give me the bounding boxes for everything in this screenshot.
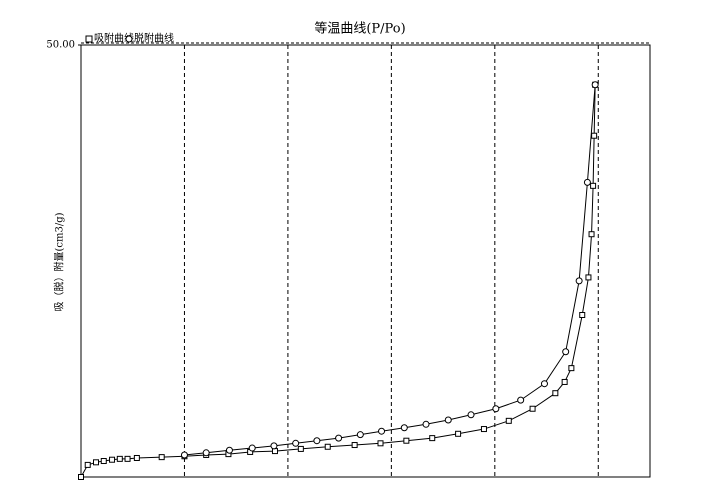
data-point [297, 445, 304, 452]
legend-marker [125, 35, 133, 43]
data-point [403, 437, 410, 444]
data-point [100, 458, 107, 465]
data-point [480, 426, 487, 433]
data-point [467, 411, 475, 419]
data-point [225, 446, 233, 454]
data-point [540, 380, 548, 388]
data-point [579, 312, 586, 318]
data-point [109, 456, 116, 463]
data-point [552, 390, 559, 397]
data-point [400, 424, 408, 432]
data-point [561, 378, 568, 385]
data-point [591, 81, 599, 89]
data-point [562, 348, 570, 356]
data-point [324, 443, 331, 450]
series-line [184, 84, 596, 456]
data-point [133, 454, 140, 461]
data-point [529, 405, 536, 412]
y-axis-label: 吸（脱）附量(cm3/g) [53, 212, 66, 311]
legend-label: 吸附曲线 [94, 32, 134, 45]
data-point [93, 459, 100, 466]
data-point [248, 444, 256, 452]
data-point [270, 442, 278, 450]
data-point [517, 396, 525, 404]
y-tick-label: 50.00 [46, 40, 75, 51]
data-point [378, 427, 386, 435]
data-point [505, 417, 512, 424]
data-point [351, 442, 358, 449]
series-line [80, 84, 596, 478]
data-point [585, 274, 592, 281]
data-point [202, 449, 210, 457]
data-point [124, 455, 131, 462]
legend-marker [85, 35, 93, 43]
data-point [422, 420, 430, 428]
data-point [313, 437, 321, 445]
data-point [591, 132, 598, 139]
data-point [492, 405, 500, 413]
data-point [356, 431, 364, 439]
plot-frame [80, 44, 651, 478]
data-point [116, 455, 123, 462]
data-point [429, 435, 436, 442]
data-point [78, 474, 84, 480]
data-point [568, 365, 575, 372]
data-point [84, 461, 91, 468]
data-point [158, 454, 165, 461]
legend-label: 脱附曲线 [134, 32, 174, 45]
data-point [455, 430, 462, 437]
data-point [271, 448, 278, 455]
data-point [575, 277, 583, 285]
data-point [583, 178, 591, 186]
data-point [292, 439, 300, 447]
data-point [588, 231, 595, 238]
data-point [444, 416, 452, 424]
data-point [335, 434, 343, 442]
data-point [590, 182, 597, 189]
chart-title: 等温曲线(P/Po) [314, 21, 405, 37]
data-point [377, 440, 384, 447]
data-point [180, 451, 188, 459]
